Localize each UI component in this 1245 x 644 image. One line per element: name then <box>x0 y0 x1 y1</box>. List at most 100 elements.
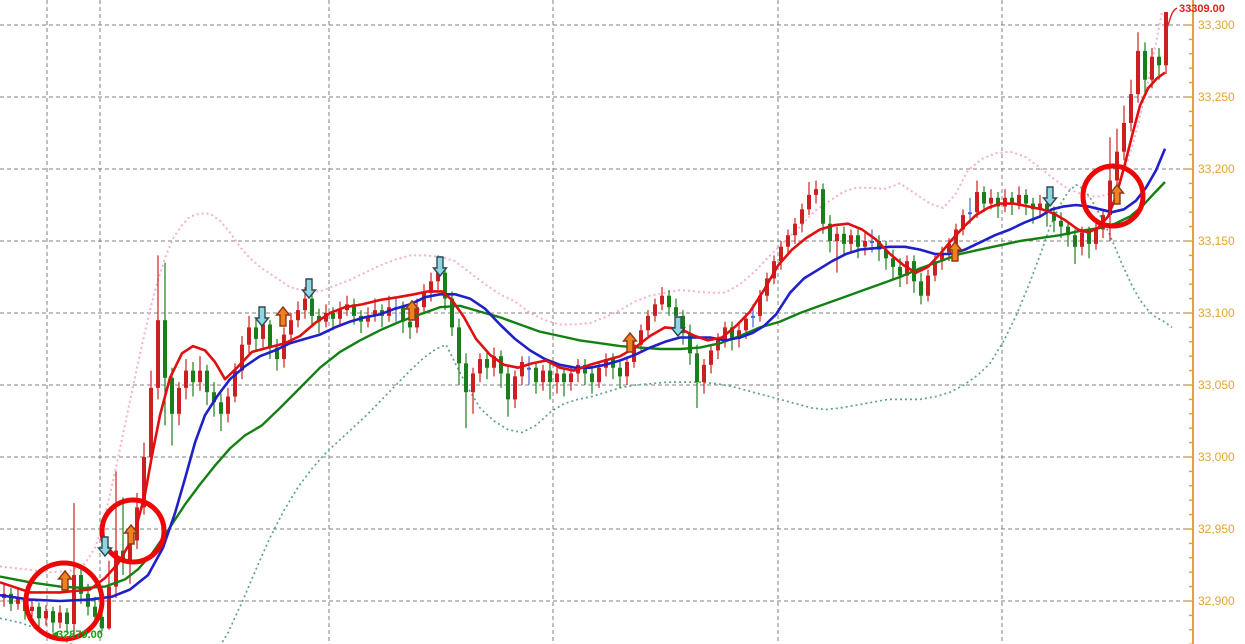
candle-body <box>457 327 461 364</box>
buy-signal-arrow-icon <box>57 569 73 591</box>
signal-highlight-circle <box>99 497 167 565</box>
candle-body <box>366 315 370 322</box>
sell-signal-arrow-icon <box>301 278 317 300</box>
candle-body <box>506 373 510 400</box>
candle-body <box>163 320 167 378</box>
candle-body <box>324 313 328 322</box>
candle-body <box>37 606 41 619</box>
candle-body <box>303 298 307 311</box>
candle-body <box>639 330 643 345</box>
candle-body <box>940 252 944 262</box>
candle-body <box>835 233 839 241</box>
candle-body <box>114 550 118 587</box>
candle-body <box>254 327 258 339</box>
candle-body <box>982 192 986 204</box>
buy-signal-arrow-icon <box>1109 183 1125 205</box>
candle-body <box>128 540 132 561</box>
candle-body <box>296 310 300 321</box>
buy-signal-arrow-icon <box>947 240 963 262</box>
candle-body <box>520 361 524 377</box>
candle-body <box>492 356 496 368</box>
sell-signal-arrow-icon <box>670 316 686 338</box>
candle-body <box>170 377 174 414</box>
candle-body <box>1164 12 1168 66</box>
candle-body <box>688 333 692 354</box>
y-axis-label: 33,100 <box>1198 306 1235 320</box>
candle-body <box>961 215 965 230</box>
candle-body <box>51 611 55 623</box>
bollinger-lower-band <box>0 183 1173 644</box>
candle-body <box>9 593 13 604</box>
candle-body <box>779 246 783 262</box>
candle-body <box>1066 226 1070 236</box>
candle-body <box>79 575 83 594</box>
candle-body <box>1003 197 1007 207</box>
candle-body <box>709 350 713 365</box>
candle-body <box>373 310 377 316</box>
candle-body <box>863 241 867 247</box>
candle-body <box>555 373 559 383</box>
candle-body <box>968 212 972 215</box>
candle-body <box>1073 235 1077 247</box>
candle-body <box>989 197 993 204</box>
candle-body <box>226 396 230 414</box>
candle-body <box>44 611 48 619</box>
candle-body <box>30 606 34 612</box>
candle-body <box>1122 122 1126 152</box>
candle-body <box>219 402 223 414</box>
candle-body <box>1045 203 1049 213</box>
candle-body <box>807 194 811 210</box>
candle-body <box>877 241 881 250</box>
candle-body <box>261 324 265 339</box>
y-axis-label: 32,950 <box>1198 522 1235 536</box>
y-axis-label: 33,150 <box>1198 234 1235 248</box>
buy-signal-arrow-icon <box>404 299 420 321</box>
candle-body <box>793 223 797 236</box>
candle-body <box>443 272 447 299</box>
candle-body <box>310 298 314 316</box>
candle-body <box>240 344 244 371</box>
candle-body <box>1143 50 1147 80</box>
candle-body <box>429 281 433 293</box>
candle-body <box>401 307 405 322</box>
candle-body <box>107 586 111 629</box>
candle-body <box>177 387 181 414</box>
candle-body <box>289 320 293 335</box>
candle-body <box>814 189 818 195</box>
session-low-marker-icon <box>52 631 58 637</box>
candle-body <box>548 370 552 383</box>
candle-body <box>786 235 790 247</box>
candle-body <box>674 307 678 316</box>
candle-body <box>1059 220 1063 227</box>
candle-body <box>653 304 657 316</box>
candle-body <box>65 612 69 625</box>
candle-body <box>758 295 762 316</box>
candle-body <box>632 344 636 362</box>
candle-body <box>590 373 594 383</box>
y-axis-label: 33,300 <box>1198 18 1235 32</box>
buy-signal-arrow-icon <box>622 331 638 353</box>
sell-signal-arrow-icon <box>432 256 448 278</box>
candle-body <box>891 258 895 267</box>
candle-body <box>1108 180 1112 216</box>
candle-body <box>695 353 699 383</box>
candle-body <box>541 370 545 383</box>
candle-body <box>1157 56 1161 66</box>
candle-body <box>583 364 587 374</box>
candle-body <box>737 330 741 339</box>
candle-body <box>415 307 419 328</box>
candle-body <box>1038 203 1042 210</box>
y-axis-label: 33,050 <box>1198 378 1235 392</box>
candle-body <box>744 318 748 331</box>
candle-body <box>58 612 62 623</box>
candle-body <box>1094 229 1098 244</box>
candle-body <box>338 310 342 319</box>
candle-body <box>191 370 195 383</box>
candle-body <box>317 315 321 322</box>
candle-body <box>205 370 209 393</box>
y-axis-label: 33,000 <box>1198 450 1235 464</box>
candle-body <box>184 370 188 388</box>
candle-body <box>499 356 503 374</box>
